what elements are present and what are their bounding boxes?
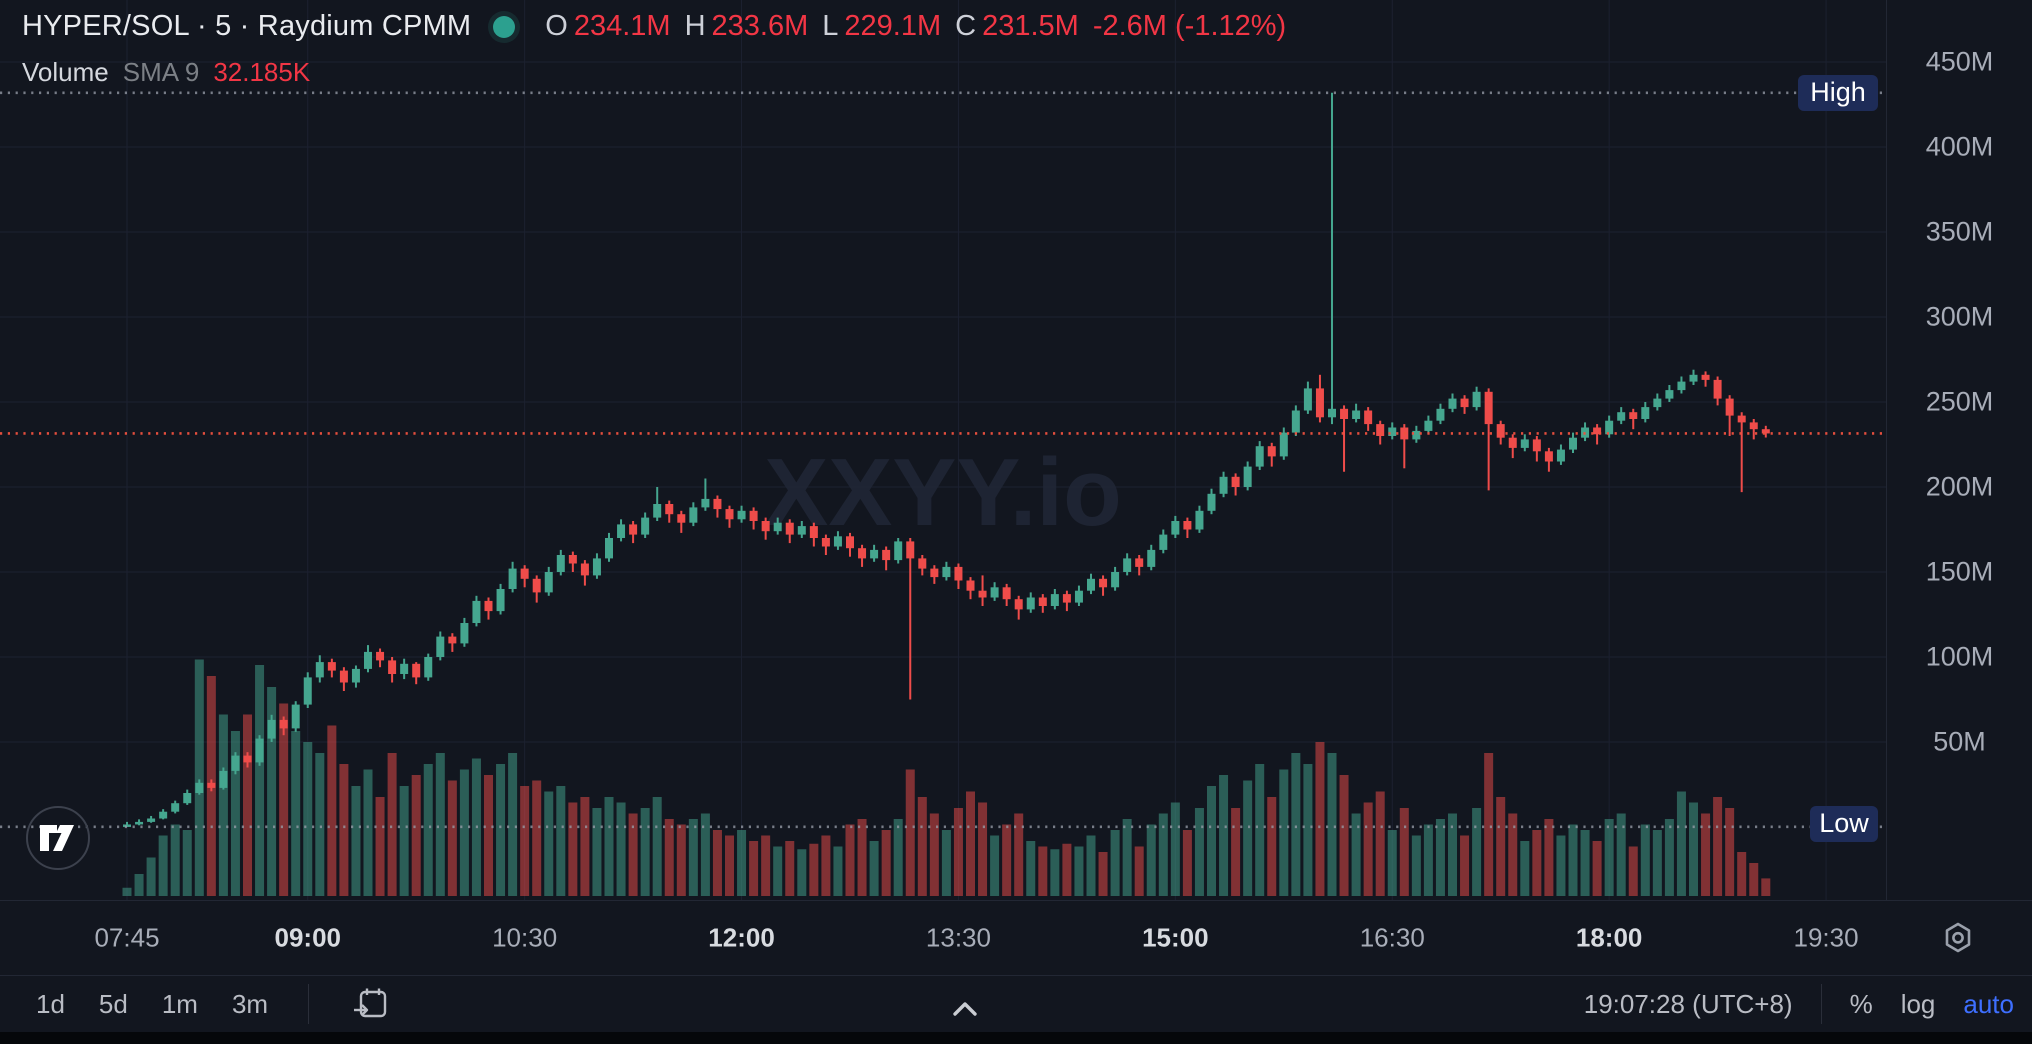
chart-pane[interactable]: XXYY.io HYPER/SOL · 5 · Raydium CPMM O 23… bbox=[0, 0, 2032, 900]
legend: HYPER/SOL · 5 · Raydium CPMM O 234.1M H 23… bbox=[22, 10, 1286, 88]
close-label: C bbox=[955, 10, 977, 42]
price-tick-label: 350M bbox=[1925, 216, 1994, 247]
range-button-3m[interactable]: 3m bbox=[231, 988, 269, 1019]
toolbar-divider bbox=[1820, 984, 1822, 1024]
time-tick-label: 15:00 bbox=[1142, 922, 1209, 953]
low-value: 229.1M bbox=[844, 10, 942, 42]
low-label: L bbox=[822, 10, 839, 42]
date-range-switcher: 1d 5d 1m 3m bbox=[0, 984, 391, 1024]
watermark: XXYY.io bbox=[764, 439, 1121, 546]
sma-setting-label: SMA 9 bbox=[122, 57, 200, 87]
indicator-row[interactable]: Volume SMA 9 32.185K bbox=[22, 57, 1286, 88]
time-axis[interactable]: 07:45 09:00 10:30 12:00 13:30 15:00 16:30 18:00… bbox=[0, 900, 2032, 975]
high-label: H bbox=[684, 10, 706, 42]
session-low-label-badge: Low bbox=[1810, 805, 1878, 842]
candlestick-chart[interactable]: XXYY.io bbox=[0, 0, 1886, 900]
collapse-toolbar-chevron-up-icon[interactable] bbox=[945, 996, 985, 1022]
time-tick-label: 12:00 bbox=[708, 922, 775, 953]
volume-indicator-label: Volume bbox=[22, 57, 109, 87]
go-to-date-calendar-icon[interactable] bbox=[351, 984, 391, 1024]
session-high-label-badge: High bbox=[1798, 74, 1878, 111]
percent-scale-button[interactable]: % bbox=[1849, 988, 1873, 1019]
time-tick-label: 16:30 bbox=[1359, 922, 1425, 953]
ohlc-readout: O 234.1M H 233.6M L 229.1M C 231.5M -2.6M (-… bbox=[545, 10, 1286, 43]
axis-settings-gear-icon[interactable] bbox=[1938, 919, 1978, 959]
session-clock[interactable]: 19:07:28 (UTC+8) bbox=[1583, 988, 1793, 1019]
range-button-1d[interactable]: 1d bbox=[36, 988, 65, 1019]
time-tick-label: 19:30 bbox=[1793, 922, 1859, 953]
screen-edge-strip bbox=[0, 1032, 2032, 1044]
time-tick-label: 13:30 bbox=[925, 922, 991, 953]
time-tick-label: 09:00 bbox=[274, 922, 342, 953]
price-axis[interactable]: 431.9M 84.4K 231.5M 32.185K 450M400M350M… bbox=[1886, 0, 2032, 900]
time-tick-label: 18:00 bbox=[1575, 922, 1643, 953]
price-tick-label: 100M bbox=[1925, 641, 1994, 672]
tradingview-logo[interactable] bbox=[26, 806, 90, 870]
price-tick-label: 50M bbox=[1933, 726, 1986, 757]
price-tick-label: 400M bbox=[1925, 131, 1994, 162]
symbol-title[interactable]: HYPER/SOL · 5 · Raydium CPMM bbox=[22, 10, 472, 42]
open-value: 234.1M bbox=[573, 10, 671, 42]
toolbar-divider bbox=[308, 984, 310, 1024]
scale-controls: 19:07:28 (UTC+8) % log auto bbox=[1584, 984, 2032, 1024]
price-tick-label: 250M bbox=[1925, 386, 1994, 417]
connection-status-dot-icon bbox=[493, 15, 516, 38]
log-scale-button[interactable]: log bbox=[1900, 988, 1936, 1019]
change-value: -2.6M (-1.12%) bbox=[1092, 10, 1287, 42]
price-tick-label: 200M bbox=[1925, 471, 1994, 502]
price-tick-label: 150M bbox=[1925, 556, 1994, 587]
price-tick-label: 450M bbox=[1925, 46, 1994, 77]
price-tick-label: 300M bbox=[1925, 301, 1994, 332]
bottom-toolbar: 1d 5d 1m 3m 19:07:28 (UTC+8) % log auto bbox=[0, 975, 2032, 1032]
range-button-1m[interactable]: 1m bbox=[161, 988, 198, 1019]
open-label: O bbox=[545, 10, 568, 42]
time-tick-label: 10:30 bbox=[492, 922, 558, 953]
volume-series bbox=[122, 659, 1771, 896]
time-tick-label: 07:45 bbox=[94, 922, 160, 953]
high-value: 233.6M bbox=[711, 10, 809, 42]
volume-value: 32.185K bbox=[213, 57, 311, 87]
grid-lines bbox=[0, 0, 1886, 900]
candle-series bbox=[123, 92, 1770, 827]
range-button-5d[interactable]: 5d bbox=[98, 988, 128, 1019]
close-value: 231.5M bbox=[982, 10, 1079, 42]
tradingview-logo-icon bbox=[40, 825, 74, 851]
auto-scale-button[interactable]: auto bbox=[1963, 988, 2014, 1019]
